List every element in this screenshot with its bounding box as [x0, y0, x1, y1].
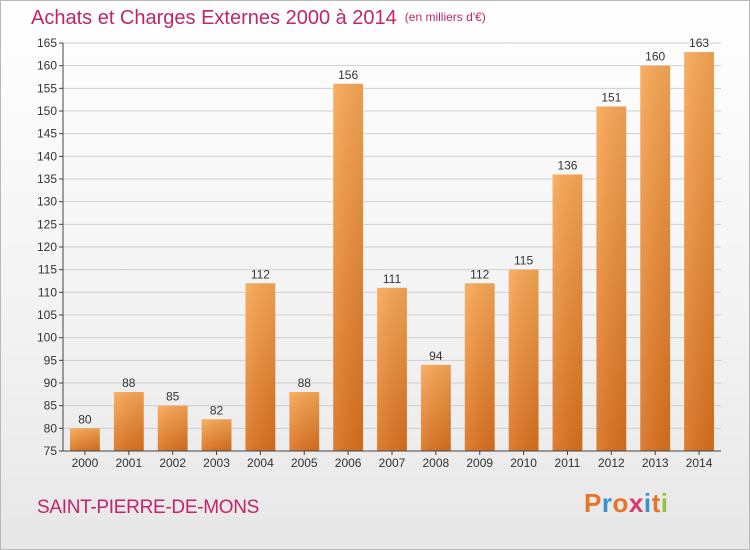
bar-shade [508, 269, 539, 451]
chart-title: Achats et Charges Externes 2000 à 2014 (e… [31, 7, 486, 30]
data-label: 115 [514, 254, 533, 268]
logo-letter: x [628, 488, 644, 518]
x-tick-label: 2011 [555, 456, 581, 470]
chart-title-text: Achats et Charges Externes 2000 à 2014 [31, 7, 397, 29]
y-tick-label: 75 [44, 444, 58, 458]
data-label: 111 [383, 272, 402, 286]
proxiti-logo: Proxiti [584, 488, 668, 519]
bar-shade [113, 392, 144, 451]
data-label: 94 [429, 349, 443, 363]
logo-letter: r [601, 488, 613, 518]
y-tick-label: 135 [37, 172, 57, 186]
bars [70, 52, 714, 452]
y-tick-label: 110 [38, 285, 57, 299]
x-tick-label: 2005 [291, 456, 318, 470]
y-tick-label: 150 [37, 104, 57, 118]
data-label: 88 [298, 376, 312, 390]
y-tick-label: 95 [44, 353, 58, 367]
x-tick-label: 2006 [335, 456, 362, 470]
y-tick-label: 155 [37, 81, 57, 95]
y-tick-label: 140 [37, 149, 57, 163]
x-tick-label: 2013 [642, 456, 669, 470]
bar-shade [157, 405, 188, 451]
x-tick-label: 2008 [423, 456, 450, 470]
x-tick-label: 2003 [203, 456, 230, 470]
data-label: 88 [122, 376, 136, 390]
data-label: 156 [338, 68, 358, 82]
data-label: 112 [251, 267, 270, 281]
y-tick-label: 130 [37, 195, 57, 209]
x-tick-label: 2000 [72, 456, 99, 470]
logo-letter: P [584, 488, 602, 518]
x-tick-label: 2010 [510, 456, 537, 470]
y-tick-label: 165 [37, 36, 57, 50]
bar-shade [640, 65, 671, 452]
logo-letter: o [612, 488, 629, 518]
bar-shade [70, 428, 100, 451]
bar-shade [464, 283, 495, 451]
bar-shade [420, 364, 451, 451]
y-tick-label: 80 [44, 421, 58, 435]
x-tick-label: 2012 [598, 456, 625, 470]
bar-shade [333, 83, 364, 452]
y-tick-label: 85 [44, 399, 58, 413]
bar-shade [596, 106, 627, 451]
y-tick-label: 100 [37, 331, 57, 345]
logo-letter: i [643, 488, 652, 518]
y-tick-label: 105 [37, 308, 57, 322]
x-tick-label: 2004 [247, 456, 274, 470]
data-label: 82 [210, 403, 224, 417]
data-label: 112 [470, 267, 489, 281]
bar-shade [377, 287, 407, 451]
data-label: 80 [78, 412, 92, 426]
x-tick-label: 2009 [466, 456, 493, 470]
bar-shade [684, 52, 714, 452]
data-label: 163 [689, 36, 709, 50]
bar-shade [289, 392, 320, 451]
x-tick-label: 2014 [686, 456, 713, 470]
bar-shade [552, 174, 583, 451]
data-label: 136 [557, 158, 577, 172]
logo-letter: i [660, 488, 669, 518]
x-tick-label: 2007 [379, 456, 406, 470]
data-label: 151 [601, 90, 621, 104]
data-label: 160 [645, 50, 665, 64]
y-tick-label: 115 [38, 263, 57, 277]
logo-letter: t [651, 488, 661, 518]
axes [59, 42, 721, 455]
labels: 75 80 85 90 95 100 105 110 115 120 125 130 135 140 145… [37, 36, 713, 470]
data-label: 85 [166, 390, 180, 404]
x-tick-label: 2001 [115, 456, 142, 470]
bar-shade [245, 283, 276, 451]
bar-shade [201, 419, 232, 451]
chart-unit: (en milliers d'€) [404, 10, 486, 24]
y-tick-label: 120 [37, 240, 57, 254]
x-tick-label: 2002 [159, 456, 186, 470]
commune-name: SAINT-PIERRE-DE-MONS [37, 497, 260, 518]
y-tick-label: 160 [37, 59, 57, 73]
y-tick-label: 145 [37, 127, 57, 141]
y-tick-label: 125 [37, 217, 57, 231]
y-tick-label: 90 [44, 376, 58, 390]
